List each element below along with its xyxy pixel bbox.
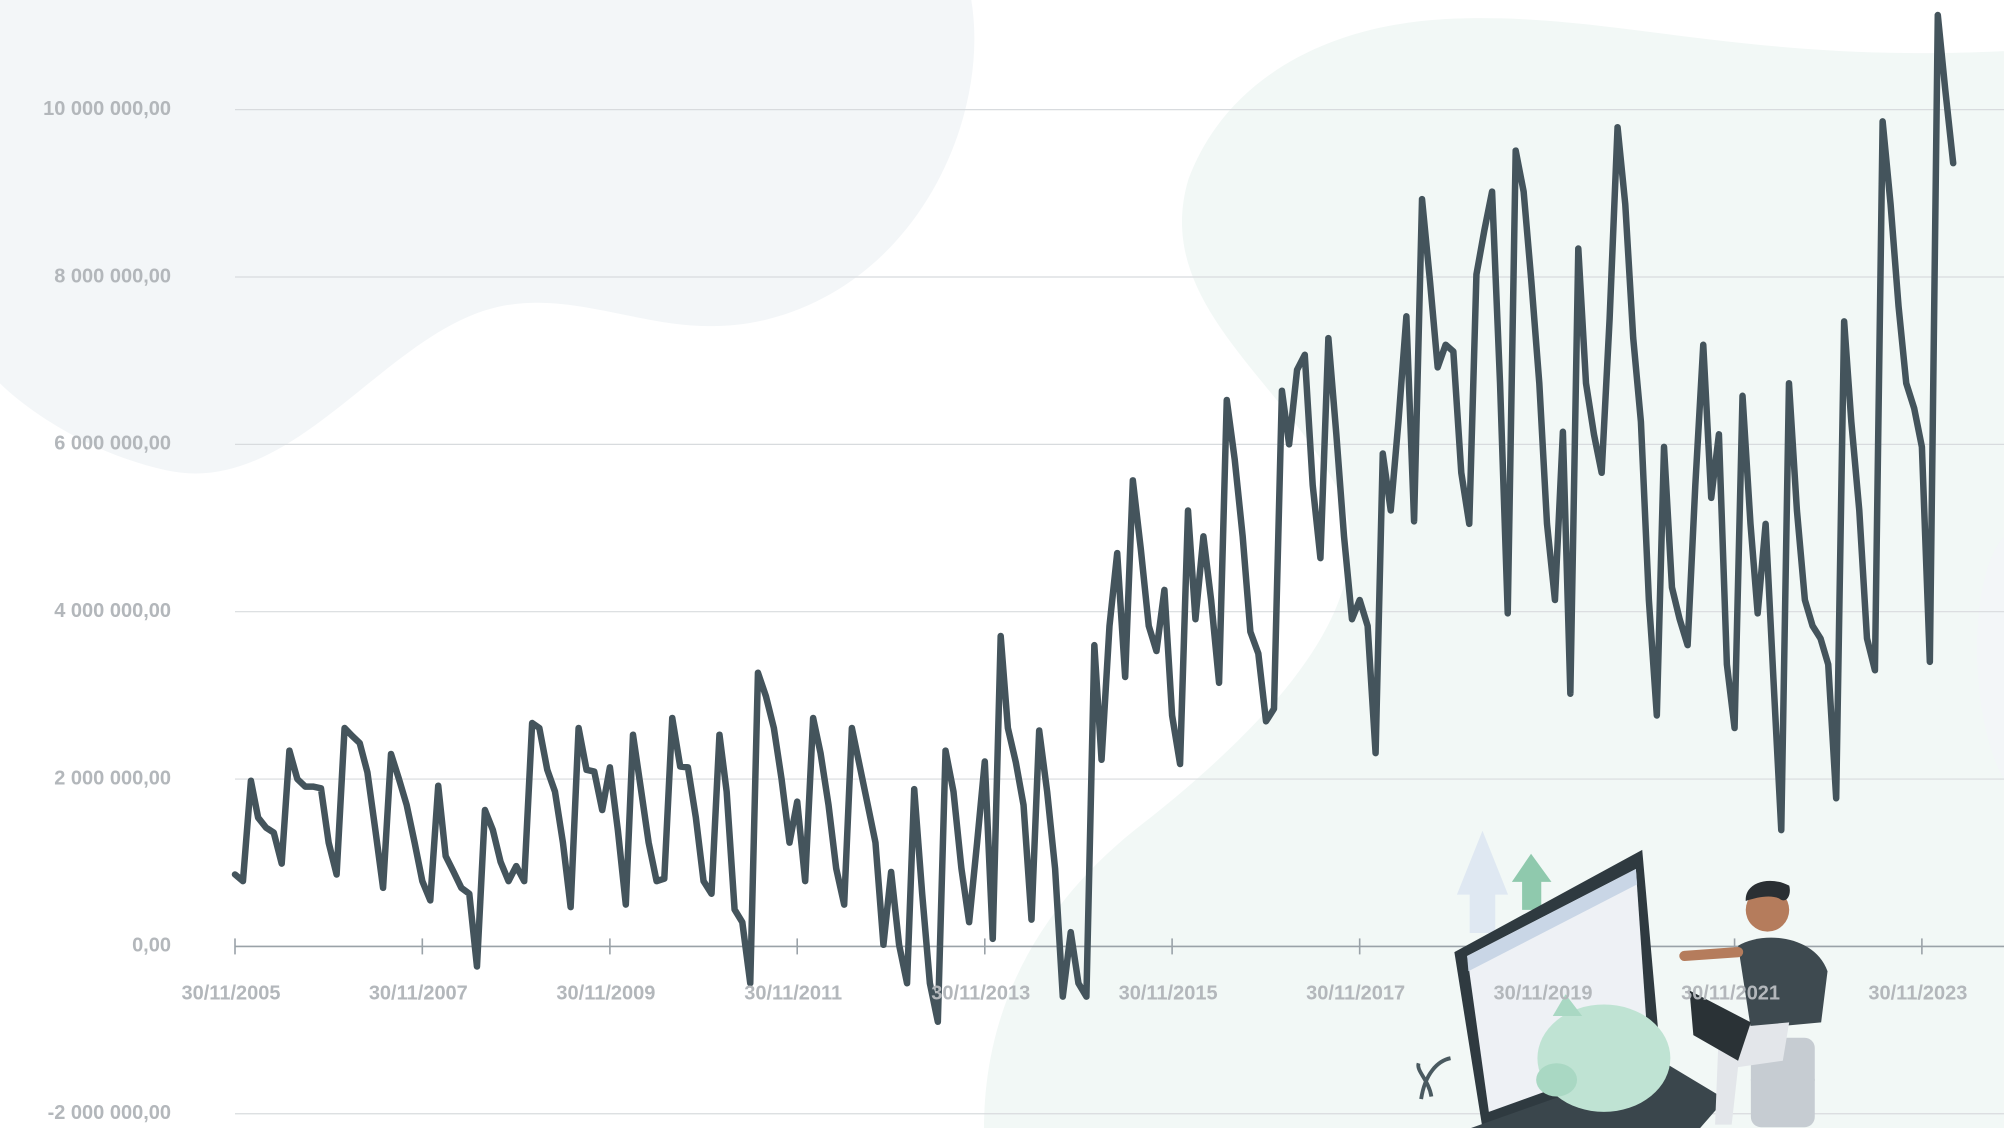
x-tick-label: 30/11/2009 <box>556 983 655 1005</box>
x-tick-label: 30/11/2021 <box>1681 983 1780 1005</box>
background-blob <box>984 18 2004 1128</box>
y-tick-label: 8 000 000,00 <box>54 265 171 287</box>
x-tick-label: 30/11/2015 <box>1119 983 1218 1005</box>
arrow-icon <box>1456 830 1509 933</box>
piggy-snout <box>1536 1063 1578 1097</box>
y-tick-label: 2 000 000,00 <box>54 767 171 789</box>
x-tick-label: 30/11/2005 <box>182 983 281 1005</box>
person-arm <box>1679 946 1744 962</box>
plant <box>1416 1056 1452 1100</box>
arrow-icon <box>1511 853 1552 910</box>
person-head <box>1745 888 1790 932</box>
illustration <box>1416 830 1828 1128</box>
background-blob <box>1977 536 2004 780</box>
x-tick-label: 30/11/2011 <box>744 983 842 1005</box>
small-laptop <box>1689 990 1751 1061</box>
y-tick-label: 10 000 000,00 <box>43 98 171 120</box>
data-line <box>231 11 1957 1025</box>
person-hair <box>1745 880 1790 901</box>
x-tick-label: 30/11/2023 <box>1868 983 1967 1005</box>
browser-bar <box>1467 869 1638 972</box>
piggy-ear <box>1552 994 1583 1017</box>
x-tick-label: 30/11/2017 <box>1306 983 1405 1005</box>
labels: -2 000 000,00 0,00 2 000 000,00 4 000 000,0… <box>43 98 1967 1124</box>
y-tick-label: 6 000 000,00 <box>54 433 171 455</box>
y-tick-label: -2 000 000,00 <box>48 1102 171 1124</box>
person-shirt <box>1738 937 1828 1029</box>
x-tick-label: 30/11/2007 <box>369 983 468 1005</box>
x-tick-label: 30/11/2019 <box>1493 983 1592 1005</box>
plot <box>231 11 1957 1025</box>
y-tick-label: 4 000 000,00 <box>54 600 171 622</box>
background-blob <box>0 0 975 474</box>
x-tick-label: 30/11/2013 <box>931 983 1030 1005</box>
y-tick-label: 0,00 <box>132 935 171 957</box>
